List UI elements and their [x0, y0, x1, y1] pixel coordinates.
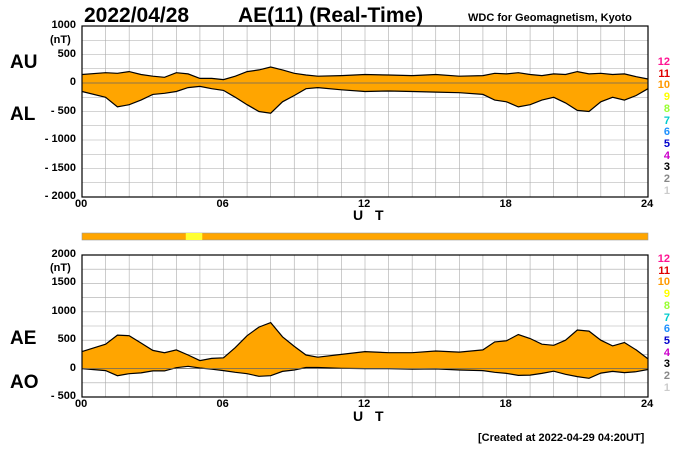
legend-top-item: 5: [663, 137, 670, 150]
legend-bottom-item: 3: [663, 358, 670, 371]
legend-bottom-item: 6: [663, 323, 670, 336]
activity-bar: [81, 232, 649, 241]
bottom-x-tick-label: 12: [358, 398, 371, 410]
data-source-label: WDC for Geomagnetism, Kyoto: [468, 12, 632, 24]
legend-bottom-item: 10: [657, 276, 670, 289]
bottom-y-tick-label: 500: [57, 333, 76, 346]
bottom-ae-line: [81, 321, 649, 362]
bottom-plot-frame: [81, 254, 649, 398]
legend-top-item: 6: [663, 126, 670, 139]
chart-title: AE(11) (Real-Time): [238, 4, 424, 27]
bottom-unit-label: (nT): [50, 262, 71, 274]
bottom-y-tick-label: 2000: [51, 248, 76, 260]
legend-bottom-item: 8: [663, 299, 670, 312]
top-x-tick-label: 24: [641, 198, 654, 210]
chart-date: 2022/04/28: [84, 4, 190, 27]
top-y-tick-label: - 2000: [44, 190, 76, 202]
legend-top-item: 4: [663, 149, 670, 162]
bottom-x-tick-label: 24: [641, 398, 654, 410]
top-x-tick-label: 00: [75, 198, 88, 210]
legend-bottom-item: 5: [663, 334, 670, 347]
legend-bottom-item: 4: [663, 346, 670, 359]
top-y-tick-label: 0: [69, 76, 76, 88]
bottom-y-tick-label: - 500: [50, 390, 76, 402]
bottom-panel: [81, 254, 649, 398]
activity-bar-strip: [81, 232, 649, 241]
bottom-x-axis-label: U T: [353, 408, 388, 424]
legend-bottom-item: 2: [663, 370, 670, 382]
legend-top-item: 9: [663, 91, 670, 104]
created-timestamp: [Created at 2022-04-29 04:20UT]: [478, 432, 645, 444]
top-y-tick-label: 500: [57, 47, 76, 60]
legend-top-item: 12: [657, 56, 670, 68]
top-x-axis-label: U T: [353, 207, 388, 223]
activity-bar-highlight: [185, 233, 203, 240]
legend-top-item: 1: [663, 184, 670, 197]
legend-top-item: 2: [663, 173, 670, 185]
top-y-tick-label: 1000: [51, 19, 76, 31]
top-x-tick-label: 18: [499, 198, 512, 210]
bottom-y-tick-label: 1000: [51, 304, 76, 317]
al-label: AL: [10, 104, 36, 125]
legend-bottom-item: 1: [663, 381, 670, 394]
top-y-tick-label: - 1000: [44, 133, 76, 145]
bottom-x-tick-label: 06: [216, 398, 229, 410]
bottom-y-tick-label: 0: [69, 361, 76, 374]
top-y-tick-label: - 500: [50, 104, 76, 117]
bottom-filled-area: [82, 322, 648, 379]
top-unit-label: (nT): [50, 34, 71, 46]
top-y-tick-label: - 1500: [44, 161, 76, 174]
bottom-x-tick-label: 18: [499, 398, 512, 410]
legend-top-item: 8: [663, 102, 670, 115]
top-plot-frame: [81, 25, 649, 198]
legend-bottom-item: 11: [658, 264, 670, 277]
legend-top-item: 10: [657, 79, 670, 92]
ae-label: AE: [10, 328, 37, 349]
legend-top-item: 11: [658, 67, 670, 80]
legend-bottom-item: 9: [663, 288, 670, 301]
legend-top-item: 7: [663, 114, 670, 127]
bottom-y-tick-label: 1500: [51, 276, 76, 289]
legend-top-item: 3: [663, 161, 670, 174]
top-x-tick-label: 06: [216, 198, 229, 210]
top-panel: [81, 25, 649, 198]
top-x-tick-label: 12: [358, 198, 371, 210]
legend-bottom-item: 7: [663, 311, 670, 324]
bottom-x-tick-label: 00: [75, 398, 88, 410]
top-al-line: [81, 85, 649, 114]
legend-bottom-item: 12: [657, 253, 670, 265]
top-au-line: [81, 66, 649, 81]
ao-label: AO: [10, 372, 39, 393]
au-label: AU: [10, 52, 38, 73]
